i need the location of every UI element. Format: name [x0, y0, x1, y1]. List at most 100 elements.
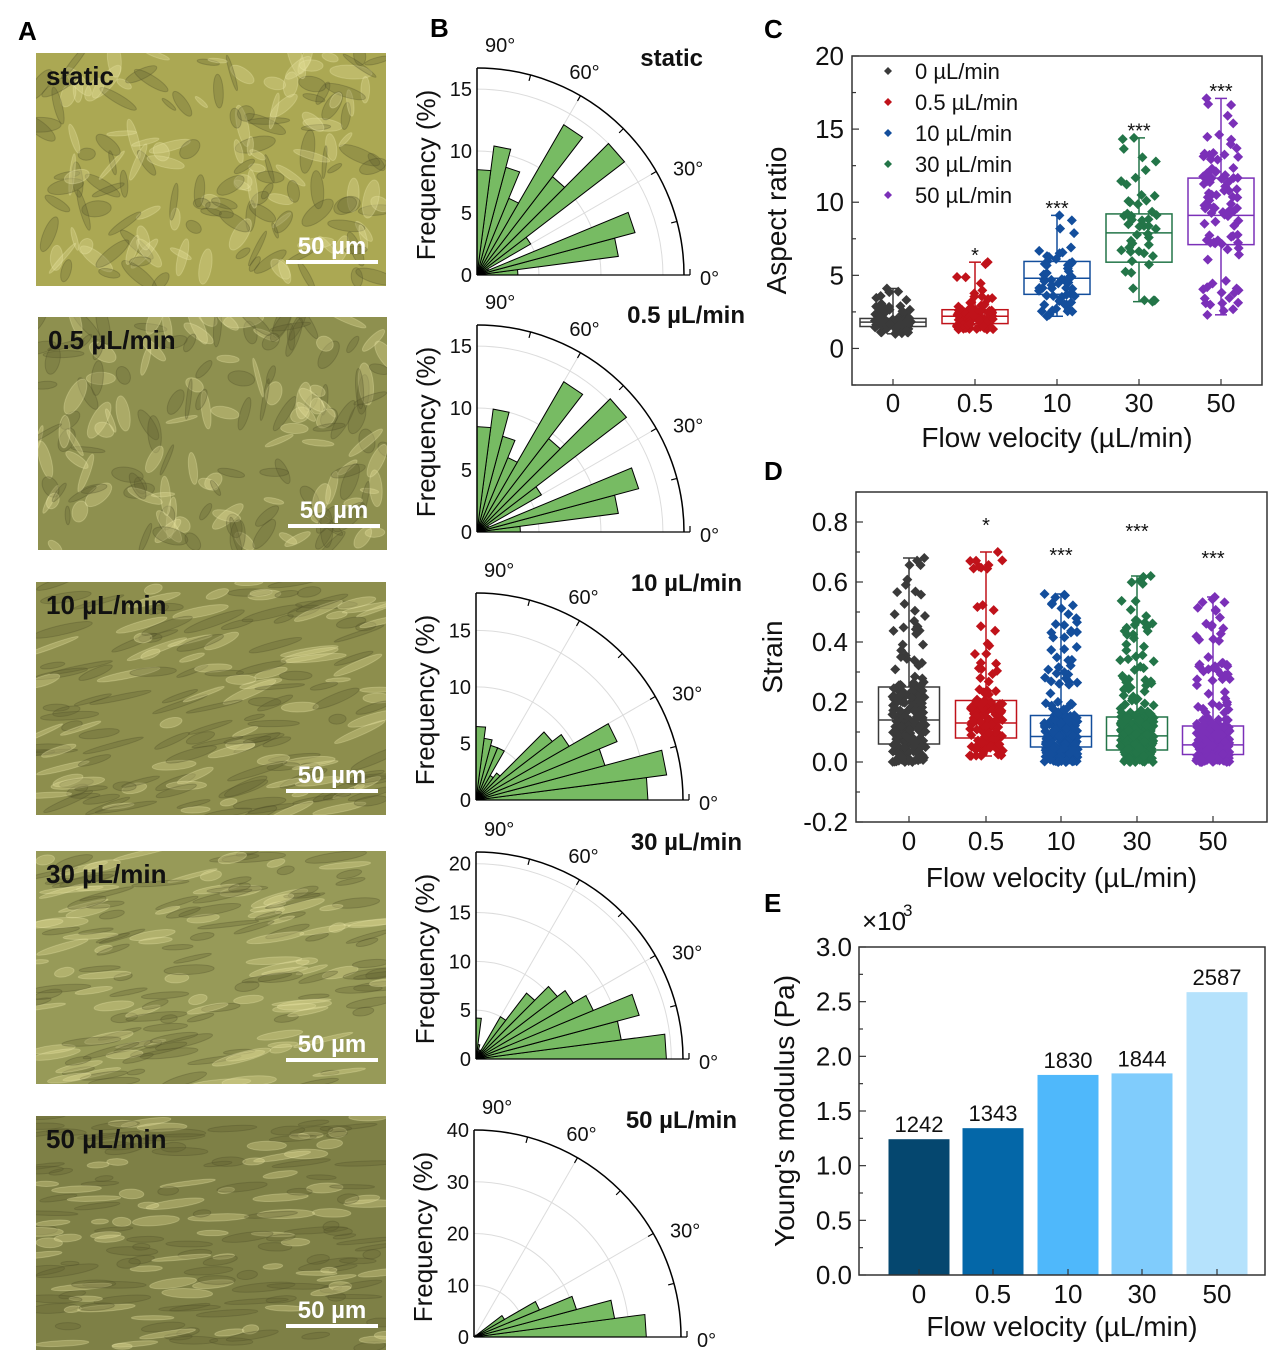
data-point	[1059, 620, 1070, 631]
panel-label-e: E	[764, 888, 781, 918]
data-point	[909, 605, 920, 616]
cell	[360, 75, 371, 104]
cell	[172, 90, 193, 117]
cell	[157, 1186, 180, 1196]
cell	[54, 966, 75, 978]
cell	[176, 1327, 200, 1337]
cell	[70, 792, 101, 799]
cell	[247, 907, 286, 919]
cell	[295, 1270, 338, 1276]
cell	[36, 673, 61, 689]
cell	[247, 803, 295, 815]
data-point	[969, 648, 980, 659]
data-point	[1130, 651, 1141, 662]
data-point	[896, 680, 907, 691]
cell	[223, 317, 265, 329]
cell	[218, 779, 269, 799]
cell	[350, 744, 386, 771]
cell	[59, 720, 102, 736]
cell	[235, 851, 261, 857]
data-point	[1041, 290, 1052, 301]
cell	[280, 701, 319, 713]
cell	[346, 335, 360, 354]
cell	[199, 502, 213, 521]
cell	[312, 422, 346, 432]
data-point	[1148, 716, 1159, 727]
data-point	[1051, 652, 1062, 663]
data-point	[1201, 744, 1212, 755]
cell	[377, 441, 387, 457]
cell	[108, 150, 117, 176]
cell	[224, 1297, 289, 1305]
data-point	[974, 684, 985, 695]
cell	[297, 1131, 324, 1139]
cell	[267, 901, 287, 908]
cell	[328, 1263, 358, 1272]
cell	[59, 778, 94, 789]
cell	[183, 322, 214, 345]
data-point	[1149, 190, 1160, 201]
cell	[104, 408, 117, 433]
cell	[245, 199, 256, 233]
grid-arc	[473, 1129, 682, 1338]
cell	[36, 69, 53, 101]
cell	[272, 396, 297, 432]
cell	[143, 53, 170, 61]
data-point	[1061, 275, 1072, 286]
cell	[234, 980, 260, 992]
cell	[150, 491, 176, 498]
cell	[95, 932, 131, 944]
cell	[128, 256, 152, 267]
data-point	[1046, 676, 1057, 687]
cell	[36, 983, 92, 994]
cell	[241, 1324, 260, 1335]
cell	[292, 317, 319, 340]
cell	[78, 927, 114, 935]
cell	[57, 427, 76, 453]
data-point	[1121, 677, 1132, 688]
cell	[191, 735, 244, 749]
data-point	[917, 750, 928, 761]
cell	[306, 1174, 337, 1181]
cell	[266, 1233, 296, 1242]
cell	[280, 647, 339, 664]
cell	[301, 438, 335, 447]
significance-marker: *	[982, 515, 990, 537]
cell	[316, 408, 336, 429]
data-point	[909, 655, 920, 666]
cell	[155, 510, 183, 543]
data-point	[906, 692, 917, 703]
data-point	[1197, 597, 1208, 608]
cell	[227, 588, 273, 597]
data-point	[1123, 725, 1134, 736]
data-point	[1212, 154, 1223, 165]
cell	[149, 1277, 198, 1290]
data-point	[1041, 268, 1052, 279]
cell	[299, 924, 351, 936]
data-point	[1193, 735, 1204, 746]
cell	[345, 773, 386, 786]
radial-tick-label: 15	[450, 336, 472, 358]
angle-tick	[669, 745, 677, 749]
data-point	[915, 742, 926, 753]
cell	[161, 97, 177, 111]
data-point	[968, 310, 979, 321]
cell	[304, 393, 318, 412]
data-point	[1121, 645, 1132, 656]
cell	[125, 234, 140, 265]
angle-tick	[573, 1157, 579, 1164]
cell	[70, 227, 80, 251]
cell-texture	[36, 53, 386, 286]
cell	[225, 54, 238, 92]
cell	[361, 179, 380, 219]
radial-tick-label: 5	[461, 203, 472, 225]
data-point	[990, 686, 1001, 697]
angle-label-0: 0°	[697, 1330, 716, 1352]
cell	[36, 1302, 79, 1314]
cell	[325, 610, 348, 620]
data-point	[1130, 729, 1141, 740]
cell	[68, 485, 97, 503]
cell	[320, 407, 339, 428]
cell	[306, 1254, 330, 1265]
data-point	[1206, 621, 1217, 632]
